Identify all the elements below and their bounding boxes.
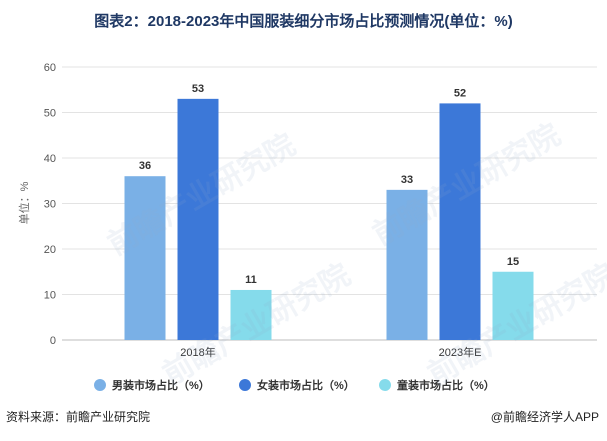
x-tick-label: 2018年 <box>180 345 215 359</box>
bar-chart: 0 10 20 30 40 50 60 单位：% 36 53 11 33 52 15 2018年 202… <box>17 62 597 392</box>
legend-marker <box>239 379 251 391</box>
data-label: 11 <box>245 274 257 286</box>
data-label: 33 <box>401 174 413 186</box>
bar <box>492 271 534 340</box>
brand-note: @前瞻经济学人APP <box>490 410 599 424</box>
legend-label: 童装市场占比（%） <box>397 378 495 392</box>
y-axis-label: 单位：% <box>17 181 31 224</box>
bar <box>439 103 481 341</box>
bar-series: 36 53 11 33 52 15 <box>124 83 534 341</box>
legend-label: 女装市场占比（%） <box>257 378 355 392</box>
y-tick-label: 0 <box>50 335 56 347</box>
y-tick-label: 10 <box>44 290 56 302</box>
legend-marker <box>94 379 106 391</box>
bar <box>230 289 272 340</box>
legend-marker <box>379 379 391 391</box>
data-label: 53 <box>192 83 204 95</box>
chart-title: 图表2：2018-2023年中国服装细分市场占比预测情况(单位：%) <box>94 13 513 30</box>
legend-label: 男装市场占比（%） <box>112 378 210 392</box>
y-tick-label: 40 <box>44 153 56 165</box>
x-axis-ticks: 2018年 2023年E <box>180 345 481 359</box>
bar <box>386 189 428 340</box>
legend: 男装市场占比（%） 女装市场占比（%） 童装市场占比（%） <box>94 378 495 392</box>
y-tick-label: 60 <box>44 62 56 74</box>
data-label: 36 <box>139 160 151 172</box>
y-tick-label: 30 <box>44 199 56 211</box>
y-tick-label: 50 <box>44 108 56 120</box>
x-tick-label: 2023年E <box>439 345 482 359</box>
y-tick-label: 20 <box>44 244 56 256</box>
data-label: 52 <box>454 87 466 99</box>
bar <box>177 98 219 340</box>
y-axis-ticks: 0 10 20 30 40 50 60 <box>44 62 56 347</box>
data-label: 15 <box>507 256 519 268</box>
bar <box>124 176 166 340</box>
source-note: 资料来源：前瞻产业研究院 <box>6 410 151 424</box>
